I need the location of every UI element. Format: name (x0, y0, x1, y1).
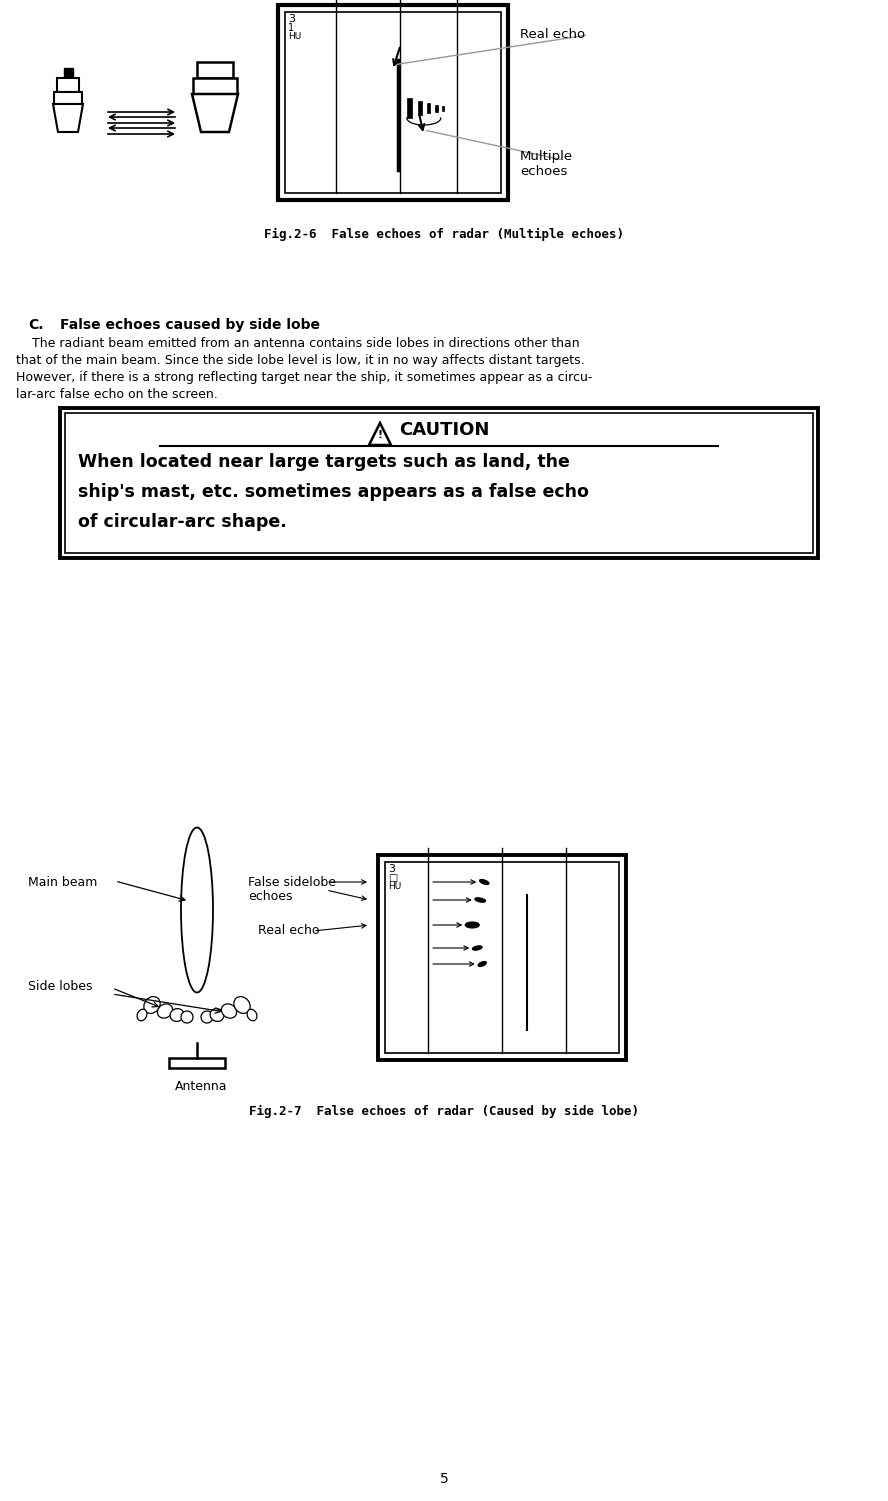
Bar (442, 107, 444, 111)
Text: 3: 3 (388, 865, 395, 874)
Ellipse shape (201, 1012, 213, 1024)
Polygon shape (192, 95, 238, 132)
Text: □: □ (388, 874, 397, 883)
Ellipse shape (210, 1009, 224, 1021)
Text: !: ! (377, 431, 383, 440)
Text: The radiant beam emitted from an antenna contains side lobes in directions other: The radiant beam emitted from an antenna… (16, 338, 580, 350)
Ellipse shape (144, 997, 160, 1013)
Text: Side lobes: Side lobes (28, 980, 92, 994)
Bar (417, 101, 422, 116)
Text: Real echo: Real echo (520, 29, 585, 41)
Text: HU: HU (388, 883, 401, 892)
Text: HU: HU (288, 32, 301, 41)
Ellipse shape (181, 827, 213, 992)
Polygon shape (369, 423, 391, 444)
Text: echoes: echoes (520, 165, 567, 179)
Text: 5: 5 (440, 1472, 448, 1486)
Text: Main beam: Main beam (28, 877, 98, 889)
Text: Multiple: Multiple (520, 150, 573, 164)
Text: of circular-arc shape.: of circular-arc shape. (78, 513, 287, 531)
Bar (435, 105, 438, 113)
Ellipse shape (234, 997, 250, 1013)
Bar (378, 856, 626, 1060)
Ellipse shape (480, 880, 489, 884)
Text: ship's mast, etc. sometimes appears as a false echo: ship's mast, etc. sometimes appears as a… (78, 483, 589, 501)
Bar (60, 408, 818, 558)
Ellipse shape (472, 946, 482, 950)
Text: Fig.2-7  False echoes of radar (Caused by side lobe): Fig.2-7 False echoes of radar (Caused by… (249, 1105, 639, 1118)
Polygon shape (53, 104, 83, 132)
Bar (385, 862, 619, 1054)
Ellipse shape (170, 1009, 184, 1021)
Text: CAUTION: CAUTION (399, 420, 489, 438)
Text: Fig.2-6  False echoes of radar (Multiple echoes): Fig.2-6 False echoes of radar (Multiple … (264, 228, 624, 242)
Text: lar-arc false echo on the screen.: lar-arc false echo on the screen. (16, 387, 218, 401)
Ellipse shape (157, 1004, 172, 1018)
Text: C.: C. (28, 318, 44, 332)
Text: 1: 1 (288, 23, 294, 33)
Ellipse shape (475, 898, 486, 902)
Polygon shape (197, 62, 233, 78)
Polygon shape (57, 78, 79, 92)
Text: Antenna: Antenna (175, 1081, 227, 1093)
Bar (285, 12, 501, 194)
Text: False sidelobe: False sidelobe (248, 877, 336, 889)
Ellipse shape (247, 1009, 257, 1021)
Bar (427, 104, 430, 113)
Ellipse shape (478, 962, 487, 967)
Bar (169, 1058, 225, 1069)
Polygon shape (193, 78, 237, 95)
Text: 3: 3 (288, 14, 295, 24)
Text: However, if there is a strong reflecting target near the ship, it sometimes appe: However, if there is a strong reflecting… (16, 371, 592, 384)
Polygon shape (64, 68, 73, 78)
Text: that of the main beam. Since the side lobe level is low, it in no way affects di: that of the main beam. Since the side lo… (16, 354, 584, 368)
Bar (407, 98, 412, 119)
Ellipse shape (465, 922, 480, 928)
Text: echoes: echoes (248, 890, 292, 904)
Text: False echoes caused by side lobe: False echoes caused by side lobe (60, 318, 320, 332)
Text: When located near large targets such as land, the: When located near large targets such as … (78, 453, 570, 471)
Polygon shape (54, 92, 82, 104)
Text: Real echo: Real echo (258, 925, 320, 937)
Ellipse shape (181, 1012, 193, 1024)
Ellipse shape (221, 1004, 236, 1018)
Bar (278, 5, 508, 200)
Bar (65, 413, 813, 552)
Ellipse shape (137, 1009, 147, 1021)
